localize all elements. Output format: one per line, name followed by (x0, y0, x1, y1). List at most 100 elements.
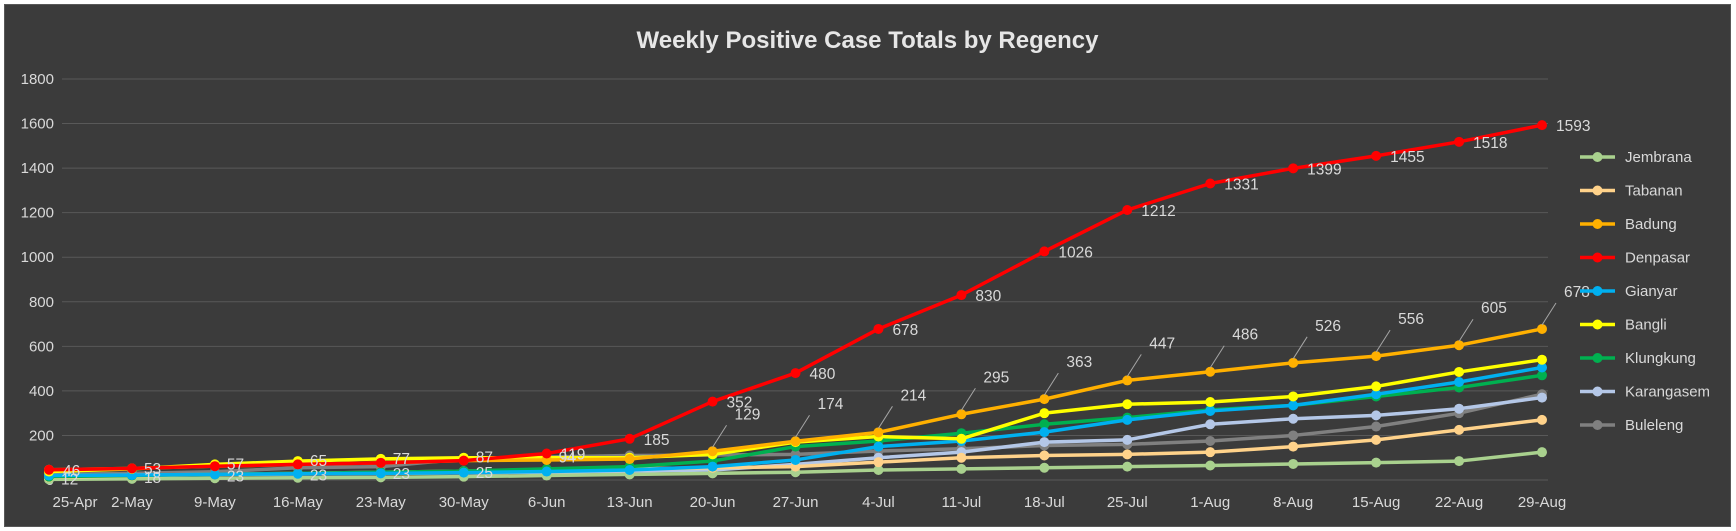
legend-label: Klungkung (1625, 350, 1696, 367)
x-tick-label: 2-May (111, 494, 153, 511)
data-point-badung (707, 446, 718, 457)
legend-label: Badung (1625, 216, 1677, 233)
data-point-gianyar (1371, 389, 1382, 400)
data-point-klungkung (1537, 370, 1547, 381)
data-label-denpasar: 352 (727, 395, 753, 412)
data-point-tabanan (1371, 434, 1382, 445)
data-point-jembrana (956, 463, 967, 474)
x-tick-label: 11-Jul (942, 494, 982, 511)
x-tick-label: 15-Aug (1352, 494, 1400, 511)
data-point-tabanan (1122, 449, 1133, 460)
y-tick-label: 1000 (21, 249, 54, 266)
legend-label: Tabanan (1625, 183, 1683, 200)
data-point-gianyar (375, 468, 386, 479)
data-point-denpasar (624, 433, 635, 444)
data-point-jembrana (1205, 460, 1216, 471)
legend-label: Buleleng (1625, 417, 1683, 434)
data-point-bangli (1039, 408, 1050, 419)
data-point-badung (873, 427, 884, 438)
data-point-bangli (1122, 399, 1133, 410)
data-point-gianyar (790, 454, 801, 465)
data-label-denpasar: 830 (975, 288, 1001, 305)
data-point-denpasar (1371, 150, 1382, 161)
data-point-buleleng (1371, 421, 1382, 432)
x-tick-label: 4-Jul (862, 494, 895, 511)
data-point-jembrana (1537, 447, 1547, 458)
legend-swatch-marker (1592, 252, 1603, 263)
data-label-denpasar: 1593 (1556, 118, 1590, 135)
data-point-jembrana (1039, 462, 1050, 473)
data-label-tabanan: 23 (393, 466, 410, 483)
data-point-gianyar (1122, 414, 1133, 425)
data-point-tabanan (873, 457, 884, 468)
label-leader-line (1375, 329, 1391, 353)
data-point-denpasar (1039, 246, 1050, 257)
y-tick-label: 1400 (21, 160, 54, 177)
data-point-gianyar (209, 469, 220, 480)
label-leader-line (1458, 318, 1474, 342)
x-tick-label: 25-Jul (1107, 494, 1148, 511)
data-point-gianyar (1454, 376, 1465, 387)
data-label-denpasar: 1026 (1058, 244, 1092, 261)
x-tick-label: 18-Jul (1024, 494, 1065, 511)
data-point-denpasar (1288, 163, 1299, 174)
data-label-denpasar: 480 (810, 366, 836, 383)
data-label-bangli: 77 (393, 451, 410, 468)
data-point-gianyar (541, 466, 552, 477)
legend-label: Denpasar (1625, 250, 1690, 267)
data-label-badung: 214 (900, 387, 926, 404)
data-point-badung (1371, 351, 1382, 362)
data-point-denpasar (956, 290, 967, 301)
data-point-denpasar (458, 455, 469, 466)
data-point-bangli (1205, 397, 1216, 408)
label-leader-line (1126, 354, 1142, 377)
legend-swatch-marker (1592, 152, 1603, 162)
data-point-denpasar (873, 323, 884, 334)
data-point-badung (1205, 366, 1216, 377)
data-point-gianyar (292, 468, 303, 479)
data-point-denpasar (1122, 204, 1133, 215)
data-point-denpasar (1454, 136, 1465, 147)
data-point-bangli (956, 433, 967, 444)
data-point-jembrana (1122, 461, 1133, 472)
data-label-denpasar: 46 (63, 463, 80, 480)
y-tick-label: 1800 (21, 71, 54, 88)
data-point-denpasar (541, 448, 552, 459)
legend-label: Jembrana (1625, 149, 1692, 166)
data-point-denpasar (375, 457, 386, 468)
data-point-gianyar (1039, 427, 1050, 438)
y-tick-label: 200 (29, 427, 54, 444)
data-point-buleleng (1205, 436, 1216, 447)
legend-label: Bangli (1625, 317, 1667, 334)
legend-swatch-marker (1592, 185, 1603, 196)
legend-swatch-marker (1592, 420, 1603, 430)
label-leader-line (878, 406, 893, 429)
data-point-badung (1454, 340, 1465, 351)
data-point-badung (1537, 323, 1547, 334)
data-point-gianyar (707, 461, 718, 472)
data-label-bangli: 53 (144, 461, 161, 478)
chart-area: Weekly Positive Case Totals by Regency (4, 4, 1731, 527)
data-point-badung (790, 436, 801, 447)
data-point-denpasar (707, 396, 718, 407)
data-point-denpasar (1537, 120, 1547, 131)
data-point-denpasar (1205, 178, 1216, 189)
data-label-tabanan: 23 (227, 468, 244, 485)
chart-title: Weekly Positive Case Totals by Regency (636, 27, 1099, 54)
data-point-tabanan (1537, 414, 1547, 425)
data-label-tabanan: 25 (476, 465, 493, 482)
data-label-denpasar: 185 (644, 432, 670, 449)
data-label-badung: 556 (1398, 311, 1424, 328)
data-point-badung (624, 454, 635, 465)
y-tick-label: 1600 (21, 116, 54, 133)
data-label-bangli: 65 (310, 453, 327, 470)
data-label-denpasar: 1212 (1141, 203, 1175, 220)
x-tick-label: 27-Jun (773, 494, 819, 511)
data-point-denpasar (126, 463, 137, 474)
x-tick-label: 30-May (439, 494, 490, 511)
data-point-tabanan (1039, 450, 1050, 461)
data-point-tabanan (1205, 447, 1216, 458)
data-label-badung: 295 (983, 369, 1009, 386)
